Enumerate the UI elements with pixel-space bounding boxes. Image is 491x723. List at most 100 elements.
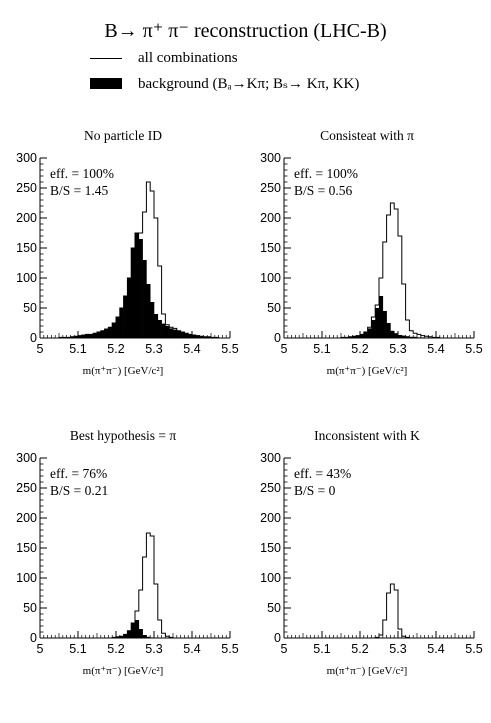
background-bar: [184, 333, 189, 338]
x-tick-label: 5.4: [427, 642, 444, 656]
x-tick-label: 5.3: [145, 342, 162, 356]
y-tick-label: 0: [30, 331, 37, 345]
background-bar: [81, 335, 86, 338]
background-bar: [85, 334, 90, 338]
legend-label-all: all combinations: [138, 50, 238, 66]
panel-title: Best hypothesis = π: [69, 428, 177, 443]
background-bar: [157, 320, 162, 338]
x-tick-label: 5.3: [389, 642, 406, 656]
annotation-text: B/S = 0.56: [294, 183, 353, 198]
background-bar: [112, 323, 117, 338]
background-bar: [352, 336, 357, 338]
x-tick-label: 5: [281, 642, 288, 656]
y-tick-label: 250: [260, 481, 281, 495]
x-tick-label: 5.5: [221, 342, 238, 356]
histogram-plot: 0 50 100 150 200 250 300 5 5.1 5.2 5.3 5.4 5.5 eff. =…: [16, 151, 239, 356]
annotation-text: eff. = 76%: [50, 466, 107, 481]
y-tick-label: 50: [267, 301, 281, 315]
x-tick-label: 5.5: [465, 342, 482, 356]
annotation-text: B/S = 0.21: [50, 483, 108, 498]
y-tick-label: 250: [260, 181, 281, 195]
x-tick-label: 5.2: [351, 642, 368, 656]
x-tick-label: 5.1: [313, 342, 330, 356]
background-bar: [154, 314, 159, 338]
background-bar: [390, 330, 395, 338]
y-tick-label: 50: [267, 601, 281, 615]
background-bar: [89, 334, 94, 338]
y-tick-label: 300: [260, 151, 281, 165]
background-bar: [123, 634, 128, 638]
background-bar: [203, 336, 208, 338]
x-tick-label: 5.1: [69, 642, 86, 656]
background-bar: [180, 332, 185, 338]
background-bar: [371, 320, 376, 338]
x-tick-label: 5.4: [183, 642, 200, 656]
y-tick-label: 150: [16, 241, 37, 255]
background-bar: [394, 333, 399, 338]
background-bar: [100, 330, 105, 338]
all-combinations-line: [40, 532, 230, 639]
background-bar: [135, 233, 140, 338]
annotation-text: eff. = 100%: [294, 166, 358, 181]
histogram-plot: 0 50 100 150 200 250 300 5 5.1 5.2 5.3 5.4 5.5 eff. =…: [260, 451, 483, 656]
histogram-plot: 0 50 100 150 200 250 300 5 5.1 5.2 5.3 5.4 5.5 eff. =…: [16, 451, 239, 656]
background-bar: [123, 296, 128, 338]
background-bar: [161, 323, 166, 338]
x-tick-label: 5.5: [221, 642, 238, 656]
x-axis-label: m(π⁺π⁻) [GeV/c²]: [82, 365, 164, 377]
background-bar: [409, 336, 414, 338]
legend-item-all: all combinations: [90, 50, 238, 67]
background-bar: [97, 332, 102, 338]
background-bar: [142, 635, 147, 638]
y-tick-label: 300: [16, 151, 37, 165]
y-tick-label: 250: [16, 481, 37, 495]
background-bar: [192, 335, 197, 338]
background-bar: [74, 336, 79, 338]
y-tick-label: 300: [260, 451, 281, 465]
panel-title: Consisteat with π: [320, 128, 414, 143]
background-bar: [138, 239, 143, 338]
background-bar: [116, 317, 121, 338]
x-tick-label: 5.2: [107, 342, 124, 356]
y-tick-label: 0: [274, 331, 281, 345]
background-bar: [135, 620, 140, 638]
x-tick-label: 5.5: [465, 642, 482, 656]
panel-inconsistent-with-k: Inconsistent with K 0 50 100 150 200 250 300 5 5…: [252, 428, 483, 688]
y-tick-label: 300: [16, 451, 37, 465]
background-bar: [363, 332, 368, 338]
x-tick-label: 5: [37, 342, 44, 356]
background-bar: [78, 335, 83, 338]
y-tick-label: 0: [30, 631, 37, 645]
background-bar: [127, 278, 132, 338]
background-bar: [116, 636, 121, 638]
x-tick-label: 5: [281, 342, 288, 356]
x-tick-label: 5.4: [427, 342, 444, 356]
background-bar: [127, 630, 132, 638]
y-tick-label: 50: [23, 601, 37, 615]
background-bar: [138, 629, 143, 638]
background-bar: [169, 328, 174, 338]
background-bar: [146, 284, 151, 338]
panel-consistent-with-pi: Consisteat with π 0 50 100 150 200 250 300 5 5.1…: [252, 128, 483, 388]
background-bar: [93, 333, 98, 338]
background-bar: [146, 636, 151, 638]
y-tick-label: 100: [16, 571, 37, 585]
background-bar: [398, 335, 403, 338]
background-bar: [165, 326, 170, 338]
background-bar: [367, 328, 372, 338]
legend-label-background: background (Bₐ→Kπ; Bₛ→ Kπ, KK): [138, 76, 360, 92]
background-bar: [119, 636, 124, 638]
legend-filled-swatch: [90, 78, 122, 89]
background-bar: [142, 260, 147, 338]
background-bar: [401, 335, 406, 338]
annotation-text: B/S = 0: [294, 483, 336, 498]
all-combinations-line: [40, 181, 230, 339]
legend-line-swatch: [90, 58, 122, 59]
histogram-plot: 0 50 100 150 200 250 300 5 5.1 5.2 5.3 5.4 5.5 eff. =…: [260, 151, 483, 356]
panel-title: No particle ID: [84, 128, 162, 143]
background-bar: [176, 330, 181, 338]
annotation-text: B/S = 1.45: [50, 183, 109, 198]
panel-title: Inconsistent with K: [314, 428, 420, 443]
background-bar: [382, 311, 387, 338]
background-bar: [199, 336, 204, 338]
